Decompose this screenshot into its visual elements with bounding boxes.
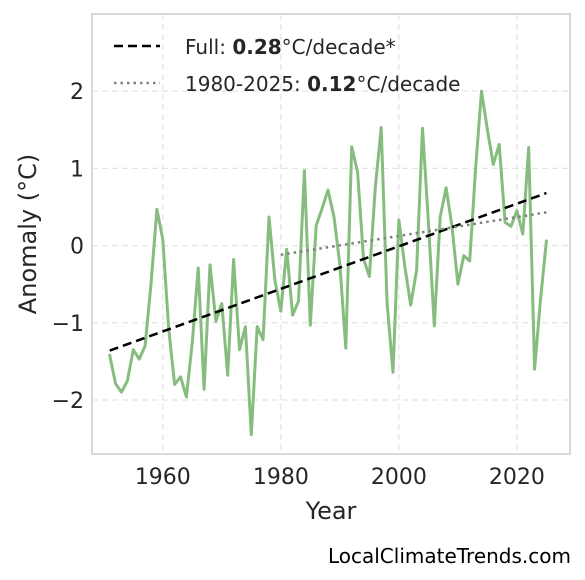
legend-recent-rate: 0.12 xyxy=(307,72,356,96)
series-layer xyxy=(108,89,548,437)
legend-full-sep: : xyxy=(219,35,232,59)
anomaly-series-line xyxy=(108,89,548,437)
legend-recent-unit: °C/decade xyxy=(356,72,460,96)
y-axis-title: Anomaly (°C) xyxy=(14,154,42,314)
x-axis-title: Year xyxy=(305,497,357,525)
x-tick-label: 1980 xyxy=(253,465,309,490)
legend-recent-sep: : xyxy=(294,72,307,96)
y-tick-label: −1 xyxy=(52,312,84,337)
x-tick-label: 2000 xyxy=(371,465,427,490)
y-tick-label: −2 xyxy=(52,389,84,414)
full-trend-line xyxy=(109,191,547,352)
y-tick-labels: −2 −1 0 1 2 xyxy=(52,80,84,414)
x-tick-label: 1960 xyxy=(135,465,191,490)
x-tick-label: 2020 xyxy=(489,465,545,490)
y-tick-label: 0 xyxy=(70,235,84,260)
legend-full-unit: °C/decade* xyxy=(282,35,396,59)
legend-recent-name: 1980-2025 xyxy=(185,72,294,96)
x-tick-labels: 1960 1980 2000 2020 xyxy=(135,465,545,490)
plot-area-frame xyxy=(91,13,571,455)
legend-label-full: Full: 0.28°C/decade* xyxy=(185,35,396,59)
legend: Full: 0.28°C/decade* 1980-2025: 0.12°C/d… xyxy=(114,35,460,96)
legend-full-name: Full xyxy=(185,35,219,59)
watermark: LocalClimateTrends.com xyxy=(327,544,571,568)
legend-full-rate: 0.28 xyxy=(232,35,281,59)
legend-label-recent: 1980-2025: 0.12°C/decade xyxy=(185,72,460,96)
y-tick-label: 1 xyxy=(70,157,84,182)
y-tick-label: 2 xyxy=(70,80,84,105)
